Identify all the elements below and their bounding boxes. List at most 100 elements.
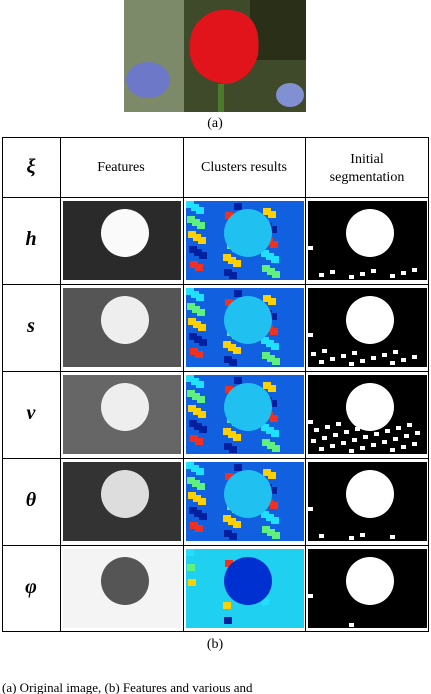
- segmentation-noise: [390, 535, 395, 539]
- segmentation-noise: [352, 351, 357, 355]
- segmentation-noise: [349, 449, 354, 453]
- cluster-patch: [199, 339, 207, 346]
- image-label: (a): [207, 116, 223, 131]
- segmentation-noise: [415, 431, 420, 435]
- cluster-patch: [186, 549, 194, 556]
- cluster-patch: [229, 446, 237, 453]
- segmentation-noise: [308, 420, 313, 424]
- cluster-patch: [199, 426, 207, 433]
- cluster-patch: [271, 430, 279, 437]
- segmentation-noise: [404, 434, 409, 438]
- segmentation-noise: [319, 447, 324, 451]
- cluster-patch: [198, 498, 206, 505]
- cluster-patch: [270, 241, 278, 248]
- segmentation-noise: [360, 359, 365, 363]
- row-label: θ: [26, 489, 37, 511]
- feature-blob: [101, 383, 149, 431]
- segmentation-noise: [311, 439, 316, 443]
- segmentation-noise: [344, 430, 349, 434]
- segmentation-noise: [412, 268, 417, 272]
- cluster-patch: [197, 396, 205, 403]
- cluster-patch: [187, 564, 195, 571]
- segmentation-noise: [308, 246, 313, 250]
- segmentation-noise: [349, 536, 354, 540]
- original-image: [124, 0, 306, 112]
- cluster-patch: [271, 343, 279, 350]
- segmentation-noise: [366, 424, 371, 428]
- feature-blob: [101, 557, 149, 605]
- segmentation-noise: [407, 423, 412, 427]
- segmentation-noise: [322, 349, 327, 353]
- header-cell: Clusters results: [201, 160, 287, 175]
- segmentation-noise: [371, 443, 376, 447]
- cluster-patch: [271, 256, 279, 263]
- figure: (a) ξ Features Clusters results Initial …: [0, 0, 431, 694]
- cluster-patch: [271, 517, 279, 524]
- cluster-patch: [195, 525, 203, 532]
- cluster-patch: [234, 290, 242, 297]
- segmentation-noise: [390, 274, 395, 278]
- segmentation-noise: [336, 422, 341, 426]
- row-label: φ: [25, 576, 37, 598]
- segmentation-noise: [382, 353, 387, 357]
- segmentation-noise: [396, 426, 401, 430]
- cluster-patch: [197, 483, 205, 490]
- segmentation-blob: [346, 383, 394, 431]
- segmentation-noise: [382, 440, 387, 444]
- caption: (a) Original image, (b) Features and var…: [2, 680, 253, 694]
- header-cell: Features: [97, 160, 144, 175]
- cluster-patch: [198, 237, 206, 244]
- cluster-patch: [196, 207, 204, 214]
- segmentation-blob: [346, 557, 394, 605]
- row-label: s: [26, 315, 35, 337]
- cluster-blob: [224, 296, 272, 344]
- segmentation-noise: [308, 594, 313, 598]
- segmentation-noise: [311, 352, 316, 356]
- cluster-patch: [272, 358, 280, 365]
- feature-blob: [101, 470, 149, 518]
- segmentation-noise: [412, 442, 417, 446]
- feature-blob: [101, 209, 149, 257]
- segmentation-noise: [330, 270, 335, 274]
- cluster-patch: [234, 464, 242, 471]
- cluster-patch: [196, 294, 204, 301]
- segmentation-noise: [308, 507, 313, 511]
- cluster-patch: [197, 222, 205, 229]
- cluster-patch: [234, 377, 242, 384]
- cluster-patch: [196, 381, 204, 388]
- cluster-patch: [196, 468, 204, 475]
- cluster-patch: [268, 385, 276, 392]
- row-label: h: [25, 228, 36, 250]
- page: {"figure": { "image_label": "(a)", "tabl…: [0, 0, 431, 694]
- segmentation-noise: [390, 448, 395, 452]
- segmentation-blob: [346, 296, 394, 344]
- cluster-patch: [233, 260, 241, 267]
- cluster-patch: [195, 351, 203, 358]
- segmentation-noise: [393, 437, 398, 441]
- segmentation-noise: [308, 333, 313, 337]
- cluster-patch: [199, 252, 207, 259]
- cluster-patch: [198, 411, 206, 418]
- cluster-patch: [272, 445, 280, 452]
- segmentation-noise: [401, 271, 406, 275]
- row-label: v: [27, 402, 37, 424]
- cluster-patch: [268, 211, 276, 218]
- feature-blob: [101, 296, 149, 344]
- segmentation-noise: [322, 436, 327, 440]
- cluster-patch: [270, 415, 278, 422]
- segmentation-noise: [371, 269, 376, 273]
- cluster-patch: [234, 203, 242, 210]
- cluster-patch: [268, 472, 276, 479]
- cluster-patch: [270, 328, 278, 335]
- segmentation-noise: [360, 272, 365, 276]
- segmentation-noise: [355, 427, 360, 431]
- segmentation-noise: [393, 350, 398, 354]
- table-label: (b): [207, 637, 224, 652]
- segmentation-noise: [319, 534, 324, 538]
- table: ξ Features Clusters results Initial segm…: [2, 137, 429, 632]
- segmentation-noise: [325, 425, 330, 429]
- segmentation-noise: [330, 444, 335, 448]
- cluster-patch: [199, 513, 207, 520]
- segmentation-noise: [360, 533, 365, 537]
- segmentation-noise: [363, 435, 368, 439]
